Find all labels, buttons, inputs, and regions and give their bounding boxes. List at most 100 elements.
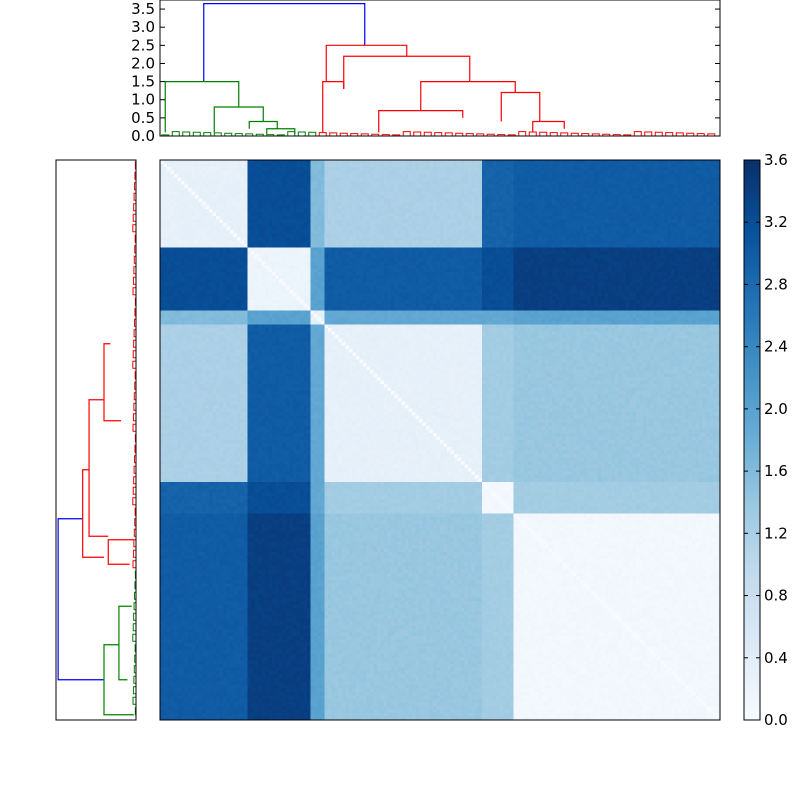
heatmap-cell	[202, 188, 206, 192]
heatmap-cell	[401, 160, 406, 164]
heatmap-cell	[349, 174, 353, 178]
heatmap-cell	[541, 226, 546, 231]
heatmap-cell	[247, 184, 252, 189]
heatmap-cell	[184, 237, 189, 241]
heatmap-cell	[562, 261, 567, 266]
heatmap-cell	[433, 233, 437, 238]
heatmap-cell	[415, 177, 420, 182]
heatmap-cell	[170, 198, 175, 203]
heatmap-cell	[212, 205, 217, 210]
heatmap-cell	[205, 177, 210, 182]
dendrogram-leaf-link	[234, 133, 243, 136]
heatmap-cell	[548, 247, 553, 252]
heatmap-cell	[688, 174, 693, 178]
heatmap-cell	[240, 258, 245, 262]
heatmap-cell	[464, 184, 469, 189]
heatmap-cell	[702, 240, 707, 245]
heatmap-cell	[170, 219, 175, 224]
heatmap-cell	[209, 216, 213, 220]
heatmap-cell	[205, 216, 210, 220]
heatmap-cell	[678, 247, 682, 252]
heatmap-cell	[471, 233, 476, 238]
heatmap-cell	[244, 209, 248, 213]
heatmap-cell	[212, 258, 217, 262]
heatmap-cell	[356, 230, 360, 234]
heatmap-cell	[709, 167, 714, 171]
heatmap-cell	[233, 233, 238, 238]
heatmap-cell	[436, 230, 441, 234]
heatmap-cell	[524, 230, 528, 234]
heatmap-cell	[506, 163, 511, 168]
heatmap-cell	[604, 219, 609, 224]
heatmap-cell	[230, 181, 234, 185]
heatmap-cell	[685, 174, 689, 178]
heatmap-cell	[681, 244, 686, 248]
heatmap-cell	[191, 254, 196, 259]
heatmap-cell	[160, 160, 164, 164]
heatmap-cell	[667, 237, 672, 241]
heatmap-cell	[324, 258, 329, 262]
heatmap-cell	[590, 160, 595, 164]
heatmap-cell	[226, 174, 231, 178]
heatmap-cell	[492, 195, 497, 199]
heatmap-cell	[380, 219, 385, 224]
heatmap-cell	[464, 209, 469, 213]
heatmap-cell	[279, 160, 283, 164]
heatmap-cell	[331, 244, 336, 248]
heatmap-cell	[506, 181, 511, 185]
heatmap-cell	[167, 191, 171, 196]
heatmap-cell	[461, 195, 465, 199]
heatmap-cell	[422, 219, 427, 224]
heatmap-cell	[177, 177, 182, 182]
dendrogram-leaf-link	[654, 131, 663, 136]
heatmap-cell	[394, 212, 399, 217]
heatmap-cell	[615, 170, 619, 175]
heatmap-cell	[160, 191, 164, 196]
heatmap-cell	[601, 184, 605, 189]
heatmap-cell	[167, 160, 171, 164]
heatmap-cell	[230, 261, 234, 266]
heatmap-cell	[555, 209, 560, 213]
heatmap-cell	[191, 247, 196, 252]
heatmap-cell	[226, 237, 231, 241]
heatmap-cell	[639, 216, 644, 220]
heatmap-cell	[636, 177, 640, 182]
heatmap-cell	[671, 202, 675, 206]
heatmap-cell	[447, 258, 451, 262]
heatmap-cell	[352, 212, 357, 217]
heatmap-cell	[366, 223, 371, 227]
heatmap-cell	[328, 230, 332, 234]
heatmap-cell	[265, 202, 269, 206]
heatmap-cell	[629, 254, 633, 259]
heatmap-cell	[310, 209, 315, 213]
heatmap-cell	[331, 237, 336, 241]
heatmap-cell	[506, 254, 511, 259]
heatmap-cell	[664, 160, 668, 164]
heatmap-cell	[489, 205, 493, 210]
heatmap-cell	[489, 202, 493, 206]
heatmap-cell	[426, 244, 430, 248]
heatmap-cell	[328, 205, 332, 210]
heatmap-cell	[629, 205, 633, 210]
heatmap-cell	[548, 205, 553, 210]
heatmap-cell	[352, 230, 357, 234]
heatmap-cell	[391, 174, 395, 178]
heatmap-cell	[303, 205, 308, 210]
heatmap-cell	[188, 188, 192, 192]
heatmap-cell	[377, 233, 381, 238]
heatmap-cell	[352, 160, 357, 164]
heatmap-cell	[342, 226, 346, 231]
heatmap-cell	[373, 170, 378, 175]
heatmap-cell	[419, 177, 423, 182]
heatmap-cell	[632, 191, 637, 196]
heatmap-cell	[433, 219, 437, 224]
heatmap-cell	[205, 212, 210, 217]
heatmap-cell	[261, 167, 266, 171]
heatmap-cell	[174, 188, 178, 192]
heatmap-cell	[611, 212, 616, 217]
heatmap-cell	[160, 251, 164, 255]
heatmap-cell	[391, 261, 395, 266]
heatmap-cell	[608, 202, 612, 206]
heatmap-cell	[279, 219, 283, 224]
heatmap-cell	[671, 163, 675, 168]
